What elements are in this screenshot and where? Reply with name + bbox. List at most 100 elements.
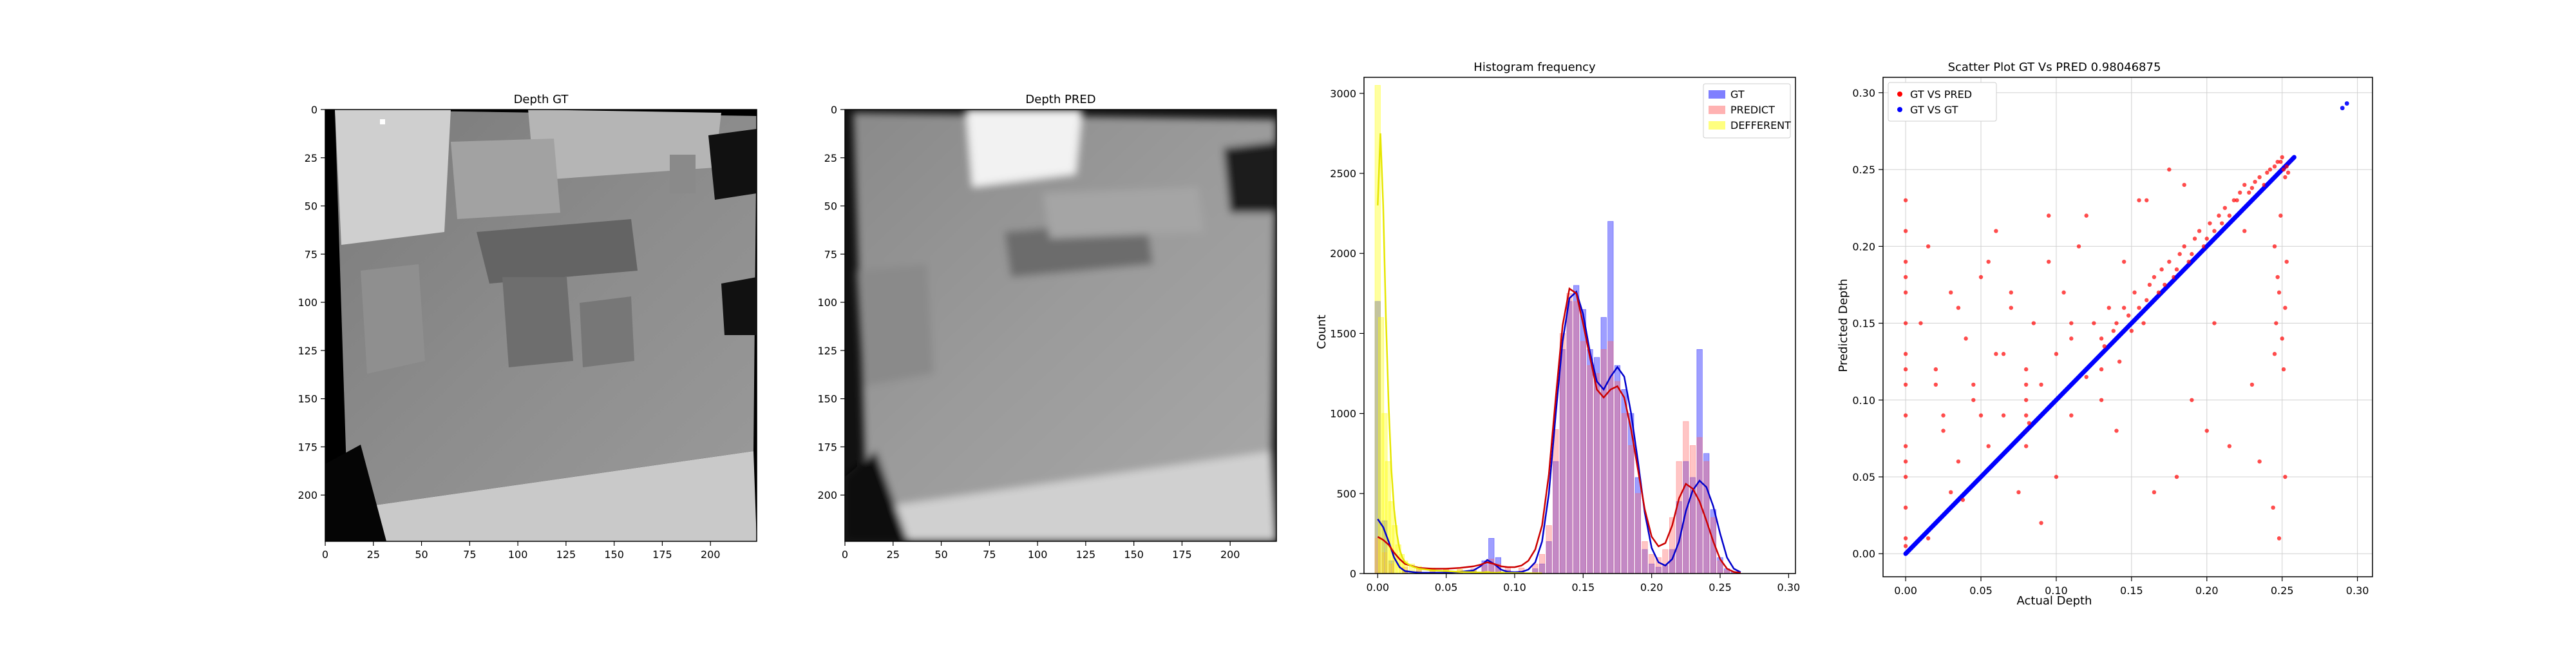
scatter-point-gt-vs-gt (2054, 398, 2059, 403)
x-tick-label: 0.00 (1366, 581, 1389, 594)
scatter-point-gt-vs-pred (2152, 490, 2157, 495)
kde-line-defferent (1377, 133, 1542, 575)
x-tick-label: 0.05 (1435, 581, 1458, 594)
scatter-point-gt-vs-pred (2265, 170, 2269, 175)
scatter-point-gt-vs-gt (2084, 367, 2089, 372)
scatter-point-gt-vs-pred (2069, 336, 2074, 341)
scatter-point-gt-vs-pred (1960, 497, 1965, 502)
x-tick-label: 75 (463, 548, 476, 561)
depth-gt-image (325, 110, 757, 541)
scatter-point-gt-vs-pred (1918, 321, 1923, 325)
scatter-point-gt-vs-pred (2121, 259, 2126, 264)
y-tick-label: 150 (817, 393, 837, 405)
scatter-point-gt-vs-pred (2283, 175, 2287, 180)
scatter-point-gt-vs-gt (1903, 551, 1908, 556)
legend-swatch-gt (1709, 90, 1725, 99)
panel-scatter: Scatter Plot GT Vs PRED 0.98046875 0.00 0… (1837, 61, 2373, 608)
scatter-point-gt-vs-pred (2190, 398, 2194, 402)
scatter-point-gt-vs-pred (2284, 164, 2289, 169)
scatter-point-gt-vs-pred (2231, 198, 2237, 202)
scatter-point-gt-vs-pred (2257, 459, 2262, 464)
x-tick-label: 0.20 (2195, 584, 2219, 597)
scatter-point-gt-vs-pred (2069, 321, 2074, 325)
scatter-point-gt-vs-pred (2023, 398, 2029, 402)
scatter-point-gt-vs-gt (2235, 213, 2239, 218)
y-tick-label: 0.15 (1852, 318, 1875, 330)
x-tick-label: 0.10 (2045, 584, 2068, 597)
scatter-point-gt-vs-pred (2174, 474, 2179, 479)
scatter-point-gt-vs-pred (1971, 398, 1976, 402)
y-tick-label: 200 (298, 489, 317, 501)
y-tick-label: 175 (298, 441, 317, 453)
scatter-point-gt-vs-pred (2192, 237, 2197, 241)
scatter-point-gt-vs-pred (2023, 382, 2029, 387)
scatter-point-gt-vs-pred (2126, 313, 2131, 318)
histogram-bar-predict (1573, 301, 1580, 574)
scatter-point-gt-vs-pred (2076, 244, 2081, 249)
x-tick-label: 0.30 (1777, 581, 1801, 594)
x-tick-label: 0.15 (1572, 581, 1595, 594)
scatter-point-gt-vs-pred (1903, 229, 1908, 233)
scatter-point-gt-vs-pred (2117, 359, 2122, 364)
legend-label-predict: PREDICT (1730, 104, 1775, 116)
scatter-point-gt-vs-pred (2201, 244, 2206, 249)
panel-histogram: Histogram frequency 0.00 0.05 0.10 0.15 0.20… (1315, 61, 1800, 594)
histogram-legend: GT PREDICT DEFFERENT (1703, 83, 1791, 139)
y-tick-label: 1500 (1330, 327, 1356, 340)
scatter-point-gt-vs-pred (2069, 413, 2074, 418)
scatter-point-gt-vs-pred (1956, 459, 1961, 464)
scatter-point-gt-vs-pred (2023, 413, 2029, 418)
scatter-point-gt-vs-pred (2084, 374, 2088, 380)
histogram-bar-predict (1566, 293, 1573, 574)
scatter-point-gt-vs-pred (2099, 367, 2104, 372)
scatter-point-gt-vs-pred (2280, 155, 2284, 160)
histogram-bar-predict (1689, 445, 1696, 574)
scatter-point-gt-vs-pred (2009, 290, 2013, 295)
scatter-point-gt-vs-pred (2167, 167, 2172, 172)
scatter-point-gt-vs-pred (2027, 421, 2032, 425)
histogram-bar-predict (1634, 493, 1641, 574)
scatter-point-gt-vs-gt (2174, 275, 2179, 280)
scatter-point-gt-vs-pred (2099, 336, 2104, 341)
x-tick-label: 0 (322, 548, 328, 561)
scatter-point-gt-vs-pred (2281, 167, 2286, 172)
scatter-point-gt-vs-pred (2219, 221, 2224, 226)
legend-box (1888, 82, 1997, 122)
y-tick-label: 0 (311, 104, 317, 116)
scatter-point-gt-vs-pred (2227, 213, 2232, 218)
scatter-point-gt-vs-pred (2247, 190, 2251, 195)
histogram-bar-predict (1628, 445, 1634, 574)
histogram-bar-predict (1546, 525, 1552, 574)
scatter-point-gt-vs-pred (2023, 367, 2029, 372)
scatter-point-gt-vs-pred (2107, 305, 2111, 310)
scatter-point-gt-vs-pred (2141, 321, 2146, 325)
y-tick-label: 175 (817, 441, 837, 453)
scatter-point-gt-vs-pred (1986, 444, 1991, 449)
scatter-point-gt-vs-pred (1903, 474, 1908, 479)
identity-line (1903, 155, 2297, 556)
x-tick-label: 175 (652, 548, 672, 561)
histogram-plot-area: 0.00 0.05 0.10 0.15 0.20 0.25 0.30 0 500 1000 1500… (1330, 77, 1800, 594)
scatter-point-gt-vs-pred (2099, 398, 2104, 402)
scatter-point-gt-vs-pred (2190, 252, 2194, 256)
legend-label-gt: GT (1730, 88, 1745, 101)
scatter-point-gt-vs-pred (2284, 259, 2289, 264)
scatter-point-gt-vs-pred (2009, 305, 2013, 310)
scatter-point-gt-vs-pred (1903, 544, 1908, 548)
depth-gt-title: Depth GT (514, 93, 569, 106)
scatter-point-gt-vs-pred (2084, 213, 2088, 218)
depth-gt-frame (325, 109, 757, 542)
scatter-point-gt-vs-pred (2238, 190, 2242, 195)
scatter-point-gt-vs-pred (1903, 459, 1908, 464)
scatter-point-gt-vs-pred (2257, 175, 2262, 180)
histogram-background (1364, 77, 1795, 574)
scatter-point-gt-vs-pred (2275, 159, 2280, 164)
scatter-point-gt-vs-pred (2275, 275, 2280, 280)
y-tick-label: 75 (824, 248, 837, 260)
x-tick-label: 0.10 (1503, 581, 1526, 594)
scatter-point-gt-vs-pred (2235, 198, 2239, 202)
histogram-bar-predict (1642, 541, 1648, 574)
y-tick-label: 0 (1350, 568, 1356, 580)
scatter-point-gt-vs-pred (2156, 290, 2161, 295)
